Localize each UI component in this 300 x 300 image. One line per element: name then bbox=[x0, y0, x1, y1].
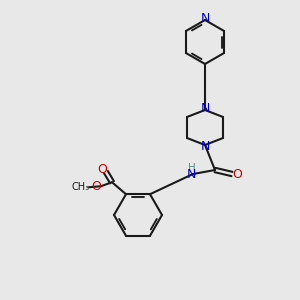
Text: H: H bbox=[188, 163, 196, 173]
Text: N: N bbox=[200, 101, 210, 115]
Text: N: N bbox=[200, 12, 210, 25]
Text: N: N bbox=[186, 167, 196, 181]
Text: N: N bbox=[200, 140, 210, 154]
Text: CH₃: CH₃ bbox=[72, 182, 90, 192]
Text: O: O bbox=[232, 167, 242, 181]
Text: O: O bbox=[91, 180, 101, 193]
Text: O: O bbox=[97, 163, 107, 176]
